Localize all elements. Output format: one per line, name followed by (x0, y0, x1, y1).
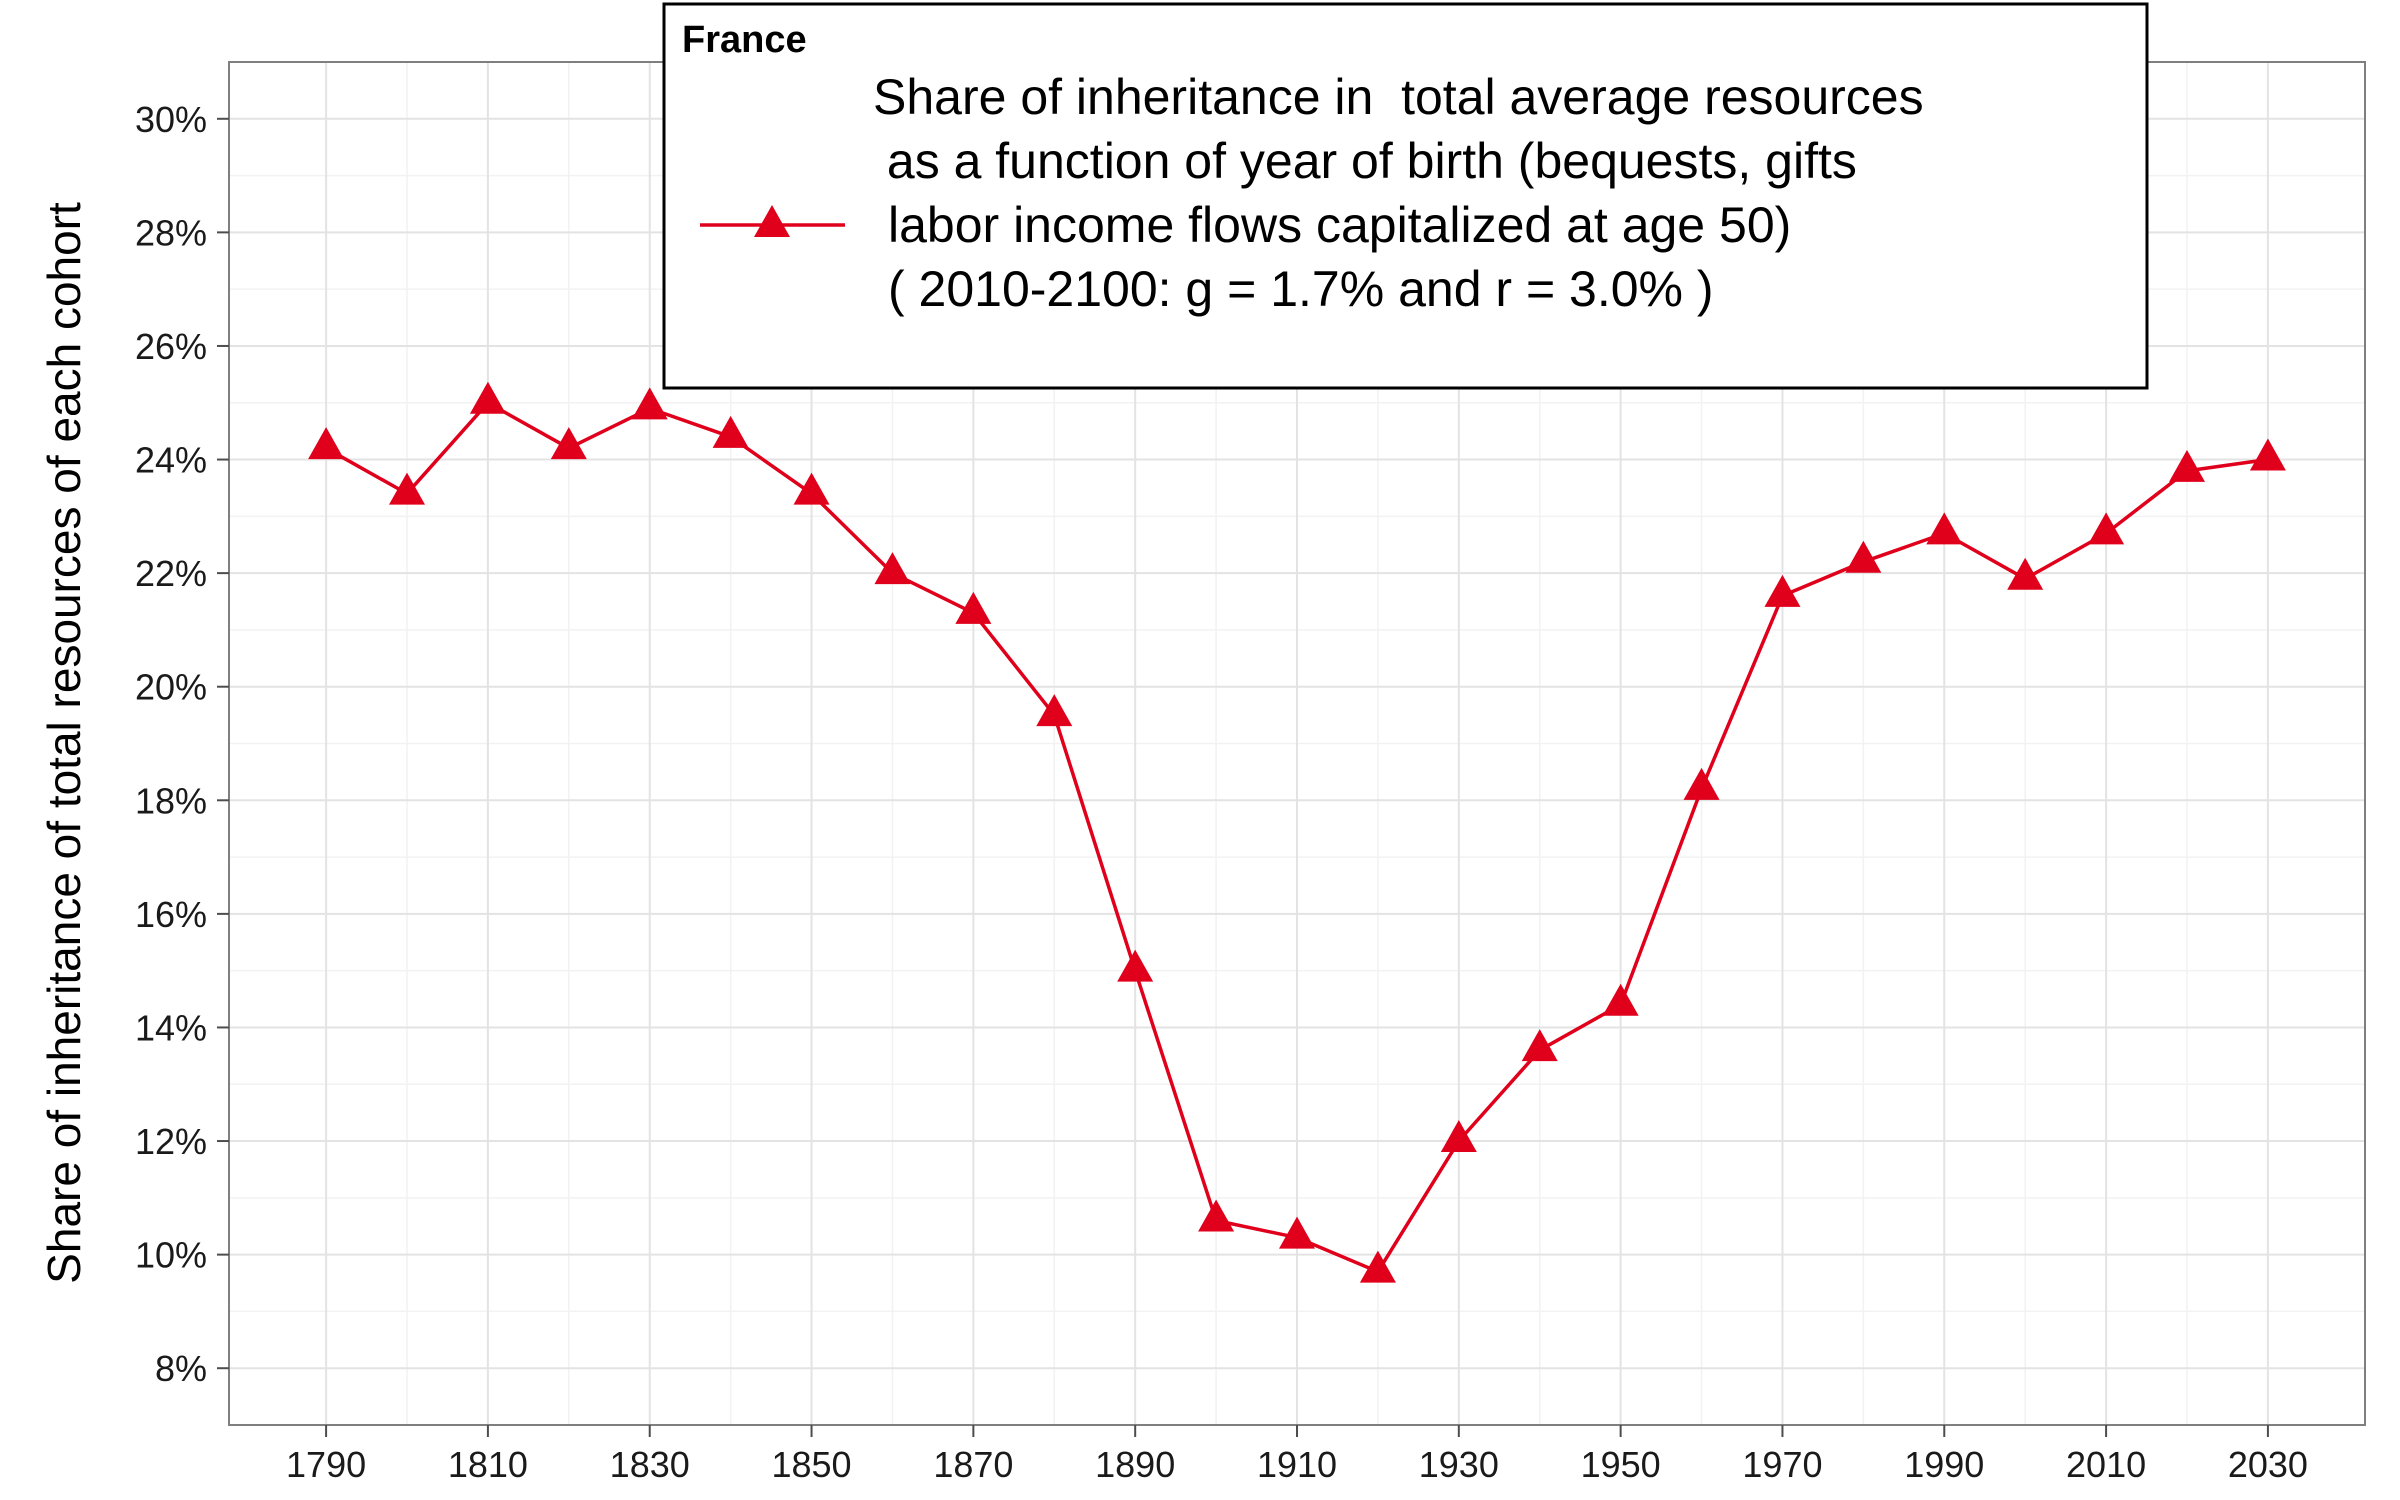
legend-heading: France (682, 19, 807, 61)
y-tick-label: 18% (135, 780, 207, 821)
y-tick-label: 30% (135, 99, 207, 140)
data-point-marker (389, 472, 425, 505)
data-point-marker (1683, 767, 1720, 800)
data-point-marker (1198, 1199, 1235, 1232)
x-tick-label: 1990 (1904, 1444, 1984, 1485)
x-tick-label: 1870 (933, 1444, 1013, 1485)
data-point-marker (712, 415, 749, 448)
y-tick-label: 20% (135, 667, 207, 708)
x-tick-label: 2030 (2228, 1444, 2308, 1485)
x-tick-label: 1850 (771, 1444, 851, 1485)
x-tick-label: 1830 (610, 1444, 690, 1485)
data-point-marker (1440, 1120, 1477, 1153)
x-tick-label: 1930 (1419, 1444, 1499, 1485)
data-point-marker (308, 427, 345, 460)
series-layer (308, 381, 2286, 1283)
x-tick-label: 1790 (286, 1444, 366, 1485)
data-point-marker (874, 552, 911, 585)
y-tick-label: 16% (135, 894, 207, 935)
legend-box (662, 2, 2149, 390)
legend-label-line-3: labor income flows capitalized at age 50… (888, 197, 1791, 253)
data-point-marker (1521, 1029, 1558, 1062)
y-tick-label: 12% (135, 1121, 207, 1162)
data-point-marker (1764, 574, 1801, 607)
data-point-marker (2249, 438, 2286, 471)
data-point-marker (550, 427, 587, 460)
x-tick-label: 1950 (1581, 1444, 1661, 1485)
x-tick-label: 1970 (1742, 1444, 1822, 1485)
y-tick-label: 26% (135, 326, 207, 367)
data-point-marker (469, 381, 506, 414)
y-axis-title: Share of inheritance of total resources … (38, 202, 90, 1284)
y-tick-label: 24% (135, 440, 207, 481)
data-point-marker (793, 472, 830, 505)
legend: France Share of inheritance in total ave… (662, 2, 2149, 390)
data-point-marker (1359, 1250, 1396, 1283)
data-point-marker (1845, 540, 1882, 573)
data-point-marker (2169, 449, 2205, 482)
axes: 1790 1810 1830 1850 1870 1890 1910 1930 1950 1970… (135, 99, 2308, 1485)
x-tick-label: 2010 (2066, 1444, 2146, 1485)
y-tick-label: 22% (135, 553, 207, 594)
y-tick-label: 8% (155, 1348, 207, 1389)
data-point-marker (1117, 949, 1154, 982)
data-point-marker (955, 591, 992, 624)
data-point-marker (1926, 512, 1963, 545)
y-tick-label: 28% (135, 212, 207, 253)
data-point-marker (1036, 694, 1073, 727)
x-tick-label: 1890 (1095, 1444, 1175, 1485)
x-tick-label: 1810 (448, 1444, 528, 1485)
legend-label-line-2: as a function of year of birth (bequests… (873, 133, 1857, 189)
y-tick-label: 10% (135, 1235, 207, 1276)
x-tick-label: 1910 (1257, 1444, 1337, 1485)
data-point-marker (1279, 1216, 1315, 1249)
legend-key-marker (754, 205, 790, 237)
data-point-marker (631, 387, 668, 420)
data-point-marker (2088, 512, 2125, 545)
legend-label-line-4: ( 2010-2100: g = 1.7% and r = 3.0% ) (888, 261, 1714, 317)
y-tick-label: 14% (135, 1007, 207, 1048)
data-point-marker (1602, 983, 1639, 1016)
legend-label-line-1: Share of inheritance in total average re… (873, 69, 1924, 125)
data-point-marker (2007, 557, 2044, 590)
